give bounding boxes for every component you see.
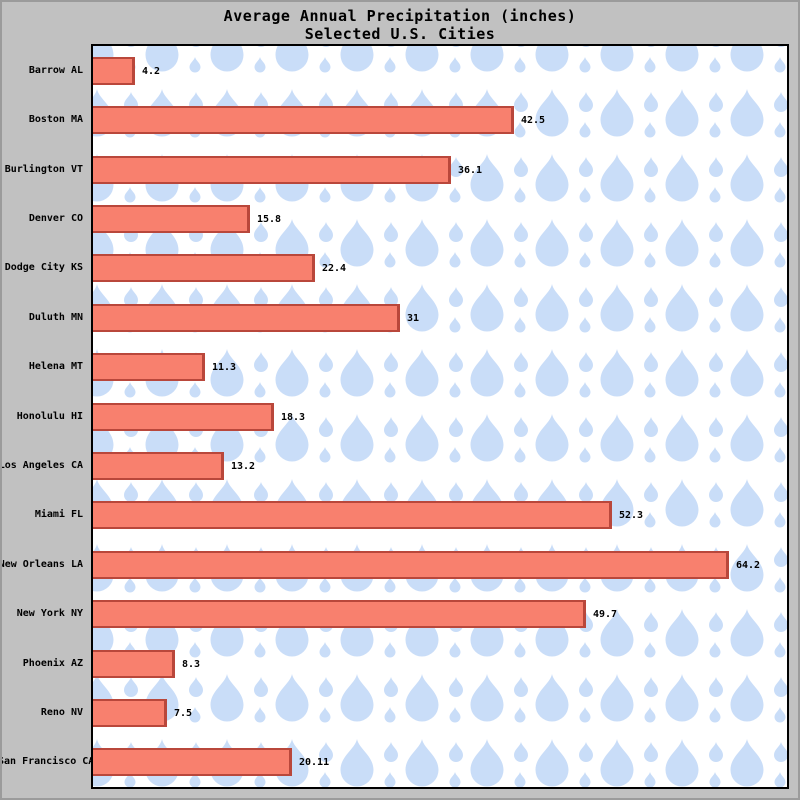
bar (93, 57, 135, 85)
city-label: Los Angeles CA (0, 460, 83, 471)
value-label: 8.3 (182, 659, 201, 670)
bar (93, 600, 586, 628)
bar (93, 551, 729, 579)
city-label: Miami FL (34, 509, 83, 520)
value-label: 31 (407, 313, 420, 324)
chart-title-line2: Selected U.S. Cities (304, 25, 496, 43)
bar (93, 748, 292, 776)
chart-title: Average Annual Precipitation (inches) Se… (2, 7, 798, 43)
value-label: 20.11 (299, 757, 330, 768)
value-label: 7.5 (174, 708, 193, 719)
city-label: Honolulu HI (16, 411, 83, 422)
value-label: 49.7 (593, 609, 618, 620)
city-label: Burlington VT (4, 164, 83, 175)
value-label: 42.5 (521, 115, 546, 126)
value-label: 4.2 (142, 66, 161, 77)
city-label: New York NY (16, 608, 83, 619)
value-label: 64.2 (736, 560, 761, 571)
city-label: Reno NV (40, 707, 83, 718)
city-label: Duluth MN (28, 312, 83, 323)
city-label: Dodge City KS (4, 262, 83, 273)
bar (93, 156, 451, 184)
city-label: Boston MA (28, 114, 83, 125)
city-label: Barrow AL (28, 65, 83, 76)
bar (93, 106, 514, 134)
bar (93, 699, 167, 727)
value-label: 52.3 (619, 510, 644, 521)
value-label: 11.3 (212, 362, 237, 373)
city-label: Denver CO (28, 213, 83, 224)
bar (93, 403, 274, 431)
city-label: New Orleans LA (0, 559, 83, 570)
value-label: 18.3 (281, 412, 306, 423)
bars-layer: 4.2 42.5 36.1 15.8 22.4 31 11.3 18.3 13.2 52.3 64.… (93, 46, 787, 787)
bar (93, 353, 205, 381)
value-label: 36.1 (458, 165, 483, 176)
plot-area: 4.2 42.5 36.1 15.8 22.4 31 11.3 18.3 13.2 52.3 64.… (91, 44, 789, 789)
chart-title-line1: Average Annual Precipitation (inches) (223, 7, 577, 25)
value-label: 13.2 (231, 461, 256, 472)
bar (93, 304, 400, 332)
value-label: 22.4 (322, 263, 347, 274)
city-label: Helena MT (28, 361, 83, 372)
bar (93, 205, 250, 233)
bar (93, 501, 612, 529)
city-label: San Francisco CA (0, 756, 95, 767)
bar (93, 254, 315, 282)
value-label: 15.8 (257, 214, 282, 225)
bar (93, 452, 224, 480)
city-label: Phoenix AZ (22, 658, 83, 669)
y-axis-labels: Barrow AL Boston MA Burlington VT Denver CO… (0, 46, 95, 787)
bar (93, 650, 175, 678)
